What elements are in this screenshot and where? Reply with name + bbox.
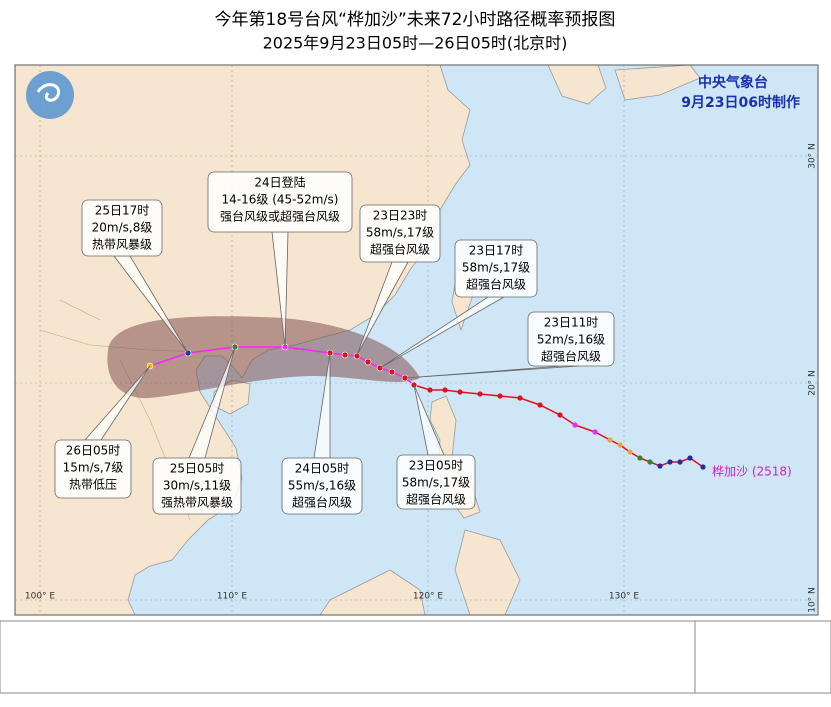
cma-logo <box>26 71 74 119</box>
track-point <box>607 437 613 443</box>
callout-text: 热带低压 <box>69 478 117 492</box>
callout: 24日登陆 14-16级 (45-52m/s) 强台风级或超强台风级 <box>207 171 353 348</box>
title: 今年第18号台风“桦加沙”未来72小时路径概率预报图 <box>215 10 616 30</box>
callout-box <box>359 204 441 263</box>
callout-text: 23日23时 <box>373 209 428 223</box>
callout-box <box>54 439 132 499</box>
probability-cone <box>107 316 420 399</box>
legend-panel <box>0 620 831 694</box>
track-point <box>647 459 653 465</box>
callout-text: 58m/s,17级 <box>462 261 530 275</box>
lon-label: 100° E <box>25 592 56 602</box>
track-point <box>427 387 433 393</box>
map <box>15 65 818 615</box>
forecast-point <box>341 351 349 359</box>
lon-label: 110° E <box>217 592 248 602</box>
callout-text: 26日05时 <box>66 444 121 458</box>
lat-label: 30° N <box>808 143 818 169</box>
track-point <box>617 442 623 448</box>
callout-text: 超强台风级 <box>541 349 601 364</box>
typhoon-name: 桦加沙 (2518) <box>712 464 792 479</box>
track-point <box>657 463 663 469</box>
track-point <box>497 393 503 399</box>
lat-label: 20° N <box>808 370 818 396</box>
forecast-point <box>364 358 372 366</box>
callout-text: 58m/s,17级 <box>366 226 434 240</box>
callout-box <box>152 457 242 515</box>
agency-name: 中央气象台 <box>698 74 768 91</box>
callout-text: 58m/s,17级 <box>402 476 470 490</box>
track-point <box>572 422 578 428</box>
track-point <box>557 412 563 418</box>
issued-time: 9月23日06时制作 <box>681 94 800 111</box>
lon-label: 120° E <box>413 592 444 602</box>
callout-text: 热带风暴级 <box>92 238 152 252</box>
track-point <box>517 395 523 401</box>
callout-text: 20m/s,8级 <box>92 221 153 235</box>
track-point <box>592 429 598 435</box>
callout-box <box>81 199 163 257</box>
callout-text: 超强台风级 <box>292 495 352 510</box>
borneo <box>319 569 426 615</box>
callout-text: 23日05时 <box>409 459 464 473</box>
callout-text: 25日17时 <box>95 204 150 218</box>
callout-text: 23日17时 <box>469 244 524 258</box>
lat-label: 10° N <box>808 587 818 613</box>
callout-text: 30m/s,11级 <box>163 479 231 493</box>
callout-text: 超强台风级 <box>370 242 430 257</box>
cma-logo-mark <box>36 83 61 102</box>
callout-box <box>207 171 353 233</box>
map-frame <box>14 64 819 616</box>
callout-text: 超强台风级 <box>466 277 526 292</box>
track-point <box>627 449 633 455</box>
callout-text: 15m/s,7级 <box>63 461 124 475</box>
callout-text: 25日05时 <box>170 462 225 476</box>
callout-text: 24日05时 <box>295 462 350 476</box>
subtitle: 2025年9月23日05时—26日05时(北京时) <box>263 34 568 53</box>
callout-text: 24日登陆 <box>254 175 305 190</box>
lon-label: 130° E <box>609 592 640 602</box>
callout-text: 14-16级 (45-52m/s) <box>222 193 339 207</box>
track-point <box>700 464 706 470</box>
callout-text: 52m/s,16级 <box>537 333 605 347</box>
forecast-point <box>353 352 361 360</box>
track-point <box>677 459 683 465</box>
korea-japan <box>547 65 701 105</box>
track-point <box>667 459 673 465</box>
track-point <box>477 391 483 397</box>
forecast-point <box>388 368 396 376</box>
track-point <box>457 389 463 395</box>
callout-box <box>454 239 538 298</box>
callout-box <box>527 311 615 367</box>
track-point <box>537 402 543 408</box>
callout-text: 23日11时 <box>544 316 599 330</box>
philippines-south <box>454 529 521 615</box>
track-point <box>442 387 448 393</box>
callout-box <box>281 457 363 515</box>
track-point <box>637 455 643 461</box>
callout-box <box>396 454 476 510</box>
callout-text: 超强台风级 <box>406 492 466 507</box>
callout-text: 强热带风暴级 <box>161 496 233 510</box>
callout-text: 强台风级或超强台风级 <box>220 209 340 224</box>
track-point <box>687 455 693 461</box>
callout-text: 55m/s,16级 <box>288 479 356 493</box>
